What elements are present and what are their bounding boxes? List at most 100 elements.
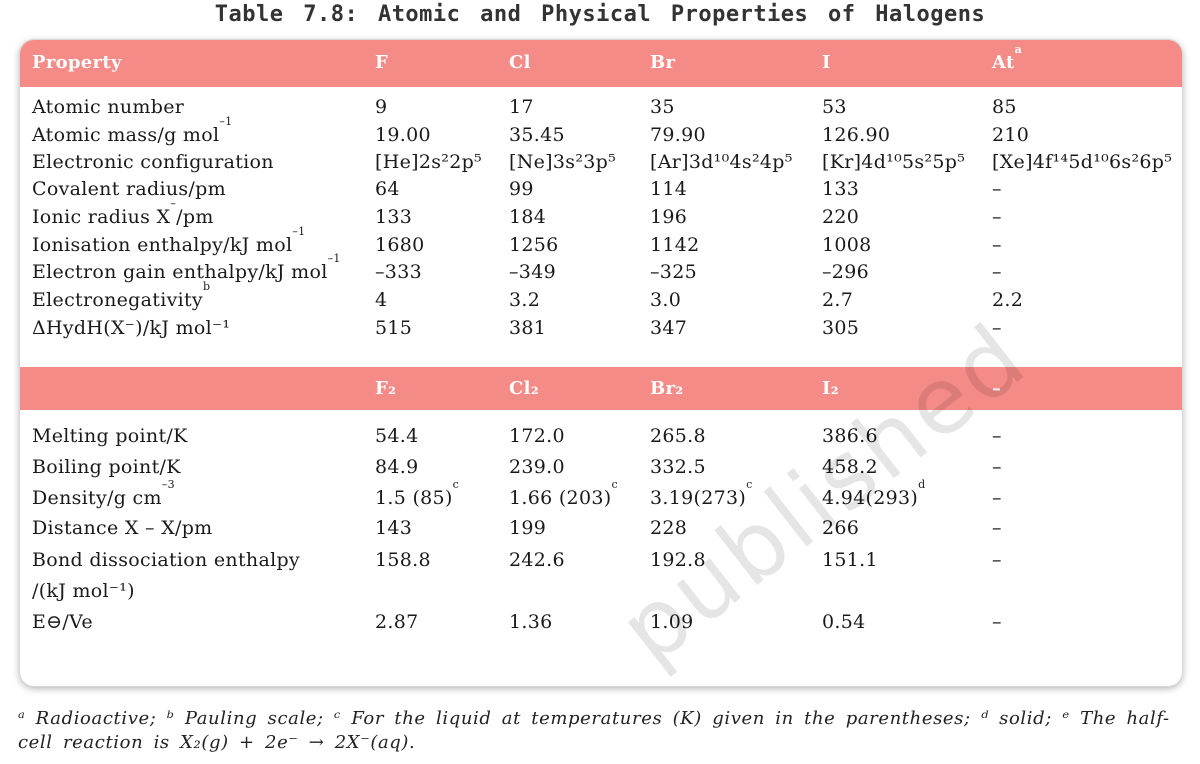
cell-f: –333 bbox=[375, 261, 422, 283]
cell-cl: 35.45 bbox=[509, 124, 565, 146]
row-label: Melting point/K bbox=[32, 425, 188, 447]
cell-i: 4.94(293)d bbox=[822, 478, 926, 509]
cell-f: 133 bbox=[375, 206, 413, 228]
cell-at: – bbox=[992, 234, 1002, 256]
row-label: Bond dissociation enthalpy bbox=[32, 549, 300, 571]
cell-i: 266 bbox=[822, 517, 860, 539]
cell-i: 386.6 bbox=[822, 425, 878, 447]
row-label: Covalent radius/pm bbox=[32, 178, 226, 200]
header-f2: F₂ bbox=[375, 378, 397, 399]
row-label: Electronegativityb bbox=[32, 280, 211, 311]
cell-f: 4 bbox=[375, 289, 388, 311]
cell-cl: 184 bbox=[509, 206, 547, 228]
cell-cl: 1.66 (203)c bbox=[509, 478, 618, 509]
cell-br: 3.0 bbox=[650, 289, 682, 311]
header-cl2: Cl₂ bbox=[509, 378, 539, 399]
cell-br: 79.90 bbox=[650, 124, 706, 146]
cell-f: 158.8 bbox=[375, 549, 431, 571]
cell-i: 458.2 bbox=[822, 456, 878, 478]
cell-br: 1142 bbox=[650, 234, 700, 256]
row-label: ΔHydH(X⁻)/kJ mol⁻¹ bbox=[32, 317, 231, 339]
cell-f: 2.87 bbox=[375, 611, 419, 633]
cell-at: – bbox=[992, 425, 1002, 447]
row-label: Atomic mass/g mol–1 bbox=[32, 115, 233, 146]
cell-br: 192.8 bbox=[650, 549, 706, 571]
row-label: Distance X – X/pm bbox=[32, 517, 213, 539]
row-label-continued: /(kJ mol⁻¹) bbox=[32, 580, 135, 602]
cell-f: 143 bbox=[375, 517, 413, 539]
header-at: Ata bbox=[992, 43, 1023, 73]
cell-at: 2.2 bbox=[992, 289, 1024, 311]
cell-at: – bbox=[992, 456, 1002, 478]
cell-i: 0.54 bbox=[822, 611, 866, 633]
cell-at: – bbox=[992, 206, 1002, 228]
cell-cl: –349 bbox=[509, 261, 556, 283]
cell-br: 3.19(273)c bbox=[650, 478, 753, 509]
table-subheader-row: F₂ Cl₂ Br₂ I₂ – bbox=[20, 367, 1182, 410]
cell-at: – bbox=[992, 317, 1002, 339]
cell-cl: 1256 bbox=[509, 234, 559, 256]
cell-br: 196 bbox=[650, 206, 688, 228]
cell-f: 84.9 bbox=[375, 456, 419, 478]
row-label: Ionisation enthalpy/kJ mol–1 bbox=[32, 225, 306, 256]
cell-f: 19.00 bbox=[375, 124, 431, 146]
cell-f: 54.4 bbox=[375, 425, 419, 447]
cell-i: [Kr]4d¹⁰5s²5p⁵ bbox=[822, 151, 966, 173]
header-property: Property bbox=[32, 52, 122, 73]
cell-cl: 239.0 bbox=[509, 456, 565, 478]
cell-i: 151.1 bbox=[822, 549, 878, 571]
cell-i: 53 bbox=[822, 96, 847, 118]
cell-cl: 3.2 bbox=[509, 289, 541, 311]
cell-f: 64 bbox=[375, 178, 400, 200]
cell-f: 1680 bbox=[375, 234, 425, 256]
cell-i: 2.7 bbox=[822, 289, 854, 311]
cell-f: 9 bbox=[375, 96, 388, 118]
cell-at: – bbox=[992, 549, 1002, 571]
cell-br: 332.5 bbox=[650, 456, 706, 478]
cell-at: 85 bbox=[992, 96, 1017, 118]
cell-cl: 1.36 bbox=[509, 611, 553, 633]
cell-br: [Ar]3d¹⁰4s²4p⁵ bbox=[650, 151, 793, 173]
header-br: Br bbox=[650, 52, 676, 73]
row-label: Atomic number bbox=[32, 96, 185, 118]
cell-br: 228 bbox=[650, 517, 688, 539]
row-label: E⊖/Ve bbox=[32, 611, 93, 633]
header-i2: I₂ bbox=[822, 378, 839, 399]
cell-cl: 17 bbox=[509, 96, 534, 118]
cell-cl: 199 bbox=[509, 517, 547, 539]
cell-at: – bbox=[992, 261, 1002, 283]
cell-cl: 99 bbox=[509, 178, 534, 200]
table-caption: Table 7.8: Atomic and Physical Propertie… bbox=[214, 2, 986, 27]
cell-f: 1.5 (85)c bbox=[375, 478, 460, 509]
row-label: Electronic configuration bbox=[32, 151, 274, 173]
header-br2: Br₂ bbox=[650, 378, 684, 399]
cell-at: – bbox=[992, 178, 1002, 200]
row-label: Density/g cm–3 bbox=[32, 478, 175, 509]
cell-i: 133 bbox=[822, 178, 860, 200]
cell-at: – bbox=[992, 487, 1002, 509]
cell-br: 1.09 bbox=[650, 611, 694, 633]
header-f: F bbox=[375, 52, 389, 73]
cell-cl: 381 bbox=[509, 317, 547, 339]
header-cl: Cl bbox=[509, 52, 531, 73]
cell-br: 347 bbox=[650, 317, 688, 339]
row-label: Boiling point/K bbox=[32, 456, 181, 478]
cell-i: 220 bbox=[822, 206, 860, 228]
header-i: I bbox=[822, 52, 831, 73]
cell-at: – bbox=[992, 517, 1002, 539]
cell-i: 126.90 bbox=[822, 124, 891, 146]
cell-cl: 172.0 bbox=[509, 425, 565, 447]
row-label: Electron gain enthalpy/kJ mol–1 bbox=[32, 252, 341, 283]
cell-at: [Xe]4f¹⁴5d¹⁰6s²6p⁵ bbox=[992, 151, 1173, 173]
cell-cl: [Ne]3s²3p⁵ bbox=[509, 151, 617, 173]
cell-br: –325 bbox=[650, 261, 697, 283]
header-at2: – bbox=[992, 378, 1002, 399]
row-label: Ionic radius X–/pm bbox=[32, 197, 214, 228]
cell-at: 210 bbox=[992, 124, 1030, 146]
cell-i: –296 bbox=[822, 261, 869, 283]
cell-i: 305 bbox=[822, 317, 860, 339]
table-header-row: Property F Cl Br I Ata bbox=[20, 40, 1182, 87]
properties-table: Property F Cl Br I Ata Atomic number 9 17 3… bbox=[20, 40, 1182, 686]
cell-f: 515 bbox=[375, 317, 413, 339]
cell-br: 35 bbox=[650, 96, 675, 118]
